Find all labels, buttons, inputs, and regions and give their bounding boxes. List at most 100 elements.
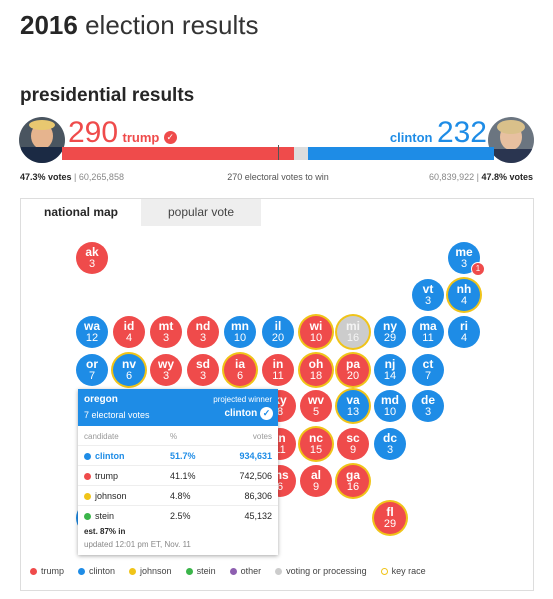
tab[interactable]: national map bbox=[21, 199, 141, 226]
state-abbr: il bbox=[274, 319, 282, 333]
state-tile[interactable]: in 11 bbox=[262, 354, 294, 386]
state-votes: 11 bbox=[422, 332, 434, 344]
tab[interactable]: popular vote bbox=[141, 199, 261, 226]
popup-row: johnson 4.8% 86,306 bbox=[78, 485, 278, 505]
column-header: candidate bbox=[84, 432, 119, 441]
state-tile[interactable]: al 9 bbox=[300, 465, 332, 497]
state-tile[interactable]: ga 16 bbox=[337, 465, 369, 497]
to-win-number: 270 bbox=[227, 172, 243, 182]
win-marker bbox=[278, 145, 279, 160]
state-tile[interactable]: il 20 bbox=[262, 316, 294, 348]
to-win: 270 electoral votes to win bbox=[178, 172, 378, 182]
candidate: stein bbox=[84, 506, 114, 526]
state-abbr: in bbox=[272, 357, 284, 371]
check-icon: ✓ bbox=[163, 131, 177, 145]
state-tile[interactable]: nj 14 bbox=[374, 354, 406, 386]
state-tile[interactable]: dc 3 bbox=[374, 428, 406, 460]
to-win-label: electoral votes to win bbox=[244, 172, 329, 182]
clinton-electoral: 232 bbox=[436, 116, 487, 149]
state-tile[interactable]: ny 29 bbox=[374, 316, 406, 348]
candidate-name: stein bbox=[95, 511, 115, 521]
state-tile[interactable]: de 3 bbox=[412, 390, 444, 422]
state-votes: 9 bbox=[312, 481, 320, 493]
state-abbr: nc bbox=[308, 431, 323, 445]
popup-status: projected winner bbox=[213, 395, 272, 404]
state-votes: 8 bbox=[276, 406, 284, 418]
state-abbr: dc bbox=[382, 431, 397, 445]
state-votes: 15 bbox=[309, 444, 323, 456]
candidate-name: trump bbox=[95, 471, 119, 481]
state-tile[interactable]: nd 3 bbox=[187, 316, 219, 348]
state-tile[interactable]: mt 3 bbox=[150, 316, 182, 348]
legend-swatch bbox=[380, 568, 388, 576]
state-abbr: or bbox=[86, 357, 98, 371]
state-tile[interactable]: pa 20 bbox=[337, 354, 369, 386]
state-tile[interactable]: nh 4 bbox=[448, 279, 480, 311]
legend-label: stein bbox=[196, 566, 216, 576]
state-votes: 4 bbox=[125, 332, 133, 344]
state-tile[interactable]: nc 15 bbox=[300, 428, 332, 460]
candidate-pct: 41.1% bbox=[170, 471, 196, 481]
state-abbr: wy bbox=[157, 357, 174, 371]
state-votes: 16 bbox=[346, 332, 360, 344]
state-abbr: oh bbox=[308, 357, 324, 371]
check-icon: ✓ bbox=[260, 407, 273, 420]
state-tile[interactable]: ma 11 bbox=[412, 316, 444, 348]
state-tile[interactable]: oh 18 bbox=[300, 354, 332, 386]
state-tile[interactable]: va 13 bbox=[337, 390, 369, 422]
state-votes: 3 bbox=[386, 444, 394, 456]
state-votes: 3 bbox=[460, 258, 468, 270]
state-tile[interactable]: mi 16 bbox=[337, 316, 369, 348]
state-tile[interactable]: wv 5 bbox=[300, 390, 332, 422]
column-header: votes bbox=[252, 432, 272, 441]
state-votes: 6 bbox=[236, 370, 244, 382]
candidate-name: johnson bbox=[95, 491, 127, 501]
state-abbr: nj bbox=[384, 357, 396, 371]
state-abbr: mi bbox=[345, 319, 360, 333]
state-votes: 3 bbox=[424, 295, 432, 307]
popup-state: oregon bbox=[84, 394, 118, 405]
candidate-votes: 86,306 bbox=[244, 491, 272, 501]
state-tile[interactable]: md 10 bbox=[374, 390, 406, 422]
legend-item: voting or processing bbox=[275, 566, 367, 576]
legend-swatch bbox=[78, 568, 86, 576]
legend-label: key race bbox=[391, 566, 426, 576]
state-tile[interactable]: ia 6 bbox=[224, 354, 256, 386]
state-tile[interactable]: wa 12 bbox=[76, 316, 108, 348]
state-tile[interactable]: fl 29 bbox=[374, 502, 406, 534]
popup-row: clinton 51.7% 934,631 bbox=[78, 445, 278, 465]
state-tile[interactable]: sd 3 bbox=[187, 354, 219, 386]
state-tile[interactable]: wy 3 bbox=[150, 354, 182, 386]
state-votes: 3 bbox=[162, 332, 170, 344]
legend-item: key race bbox=[380, 566, 426, 576]
popup-winner-name: clinton bbox=[224, 408, 258, 420]
state-abbr: ma bbox=[419, 319, 437, 333]
clinton-summary: clinton 232 bbox=[390, 116, 487, 150]
state-tile[interactable]: id 4 bbox=[113, 316, 145, 348]
popup-header: oregon projected winner 7 electoral vote… bbox=[78, 389, 278, 426]
state-tile[interactable]: mn 10 bbox=[224, 316, 256, 348]
state-tile[interactable]: or 7 bbox=[76, 354, 108, 386]
state-votes: 11 bbox=[274, 444, 286, 456]
state-abbr: tn bbox=[274, 431, 286, 445]
state-votes: 3 bbox=[199, 370, 207, 382]
state-abbr: md bbox=[381, 393, 399, 407]
state-abbr: fl bbox=[386, 505, 394, 519]
state-tile[interactable]: wi 10 bbox=[300, 316, 332, 348]
state-abbr: al bbox=[310, 468, 321, 482]
state-tile[interactable]: ct 7 bbox=[412, 354, 444, 386]
state-popup: oregon projected winner 7 electoral vote… bbox=[78, 389, 278, 555]
state-tile[interactable]: ak 3 bbox=[76, 242, 108, 274]
legend-item: stein bbox=[185, 566, 216, 576]
state-votes: 3 bbox=[88, 258, 96, 270]
legend-label: voting or processing bbox=[286, 566, 367, 576]
state-tile[interactable]: sc 9 bbox=[337, 428, 369, 460]
state-votes: 7 bbox=[88, 370, 96, 382]
state-abbr: ga bbox=[345, 468, 360, 482]
state-tile[interactable]: me 3 bbox=[448, 242, 480, 274]
state-abbr: nh bbox=[456, 282, 472, 296]
state-tile[interactable]: nv 6 bbox=[113, 354, 145, 386]
state-tile[interactable]: ri 4 bbox=[448, 316, 480, 348]
state-tile[interactable]: vt 3 bbox=[412, 279, 444, 311]
